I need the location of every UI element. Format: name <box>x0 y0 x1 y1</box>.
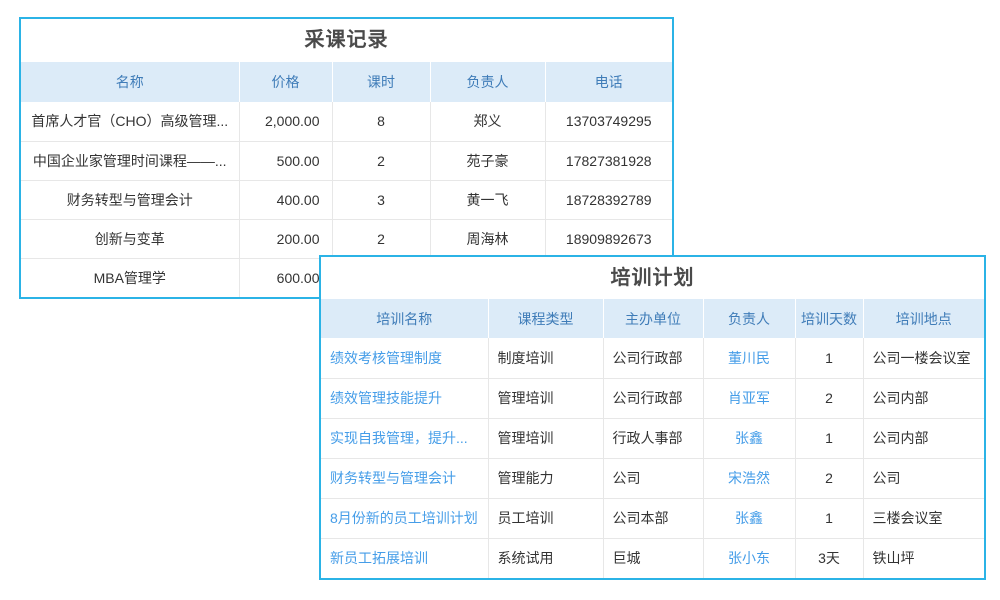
table-row: 实现自我管理，提升... 管理培训 行政人事部 张鑫 1 公司内部 <box>321 418 984 459</box>
training-header-row: 培训名称 课程类型 主办单位 负责人 培训天数 培训地点 <box>321 299 984 338</box>
header-price: 价格 <box>239 62 333 102</box>
table-cell: 肖亚军 <box>703 378 796 419</box>
owner-link[interactable]: 董川民 <box>728 349 770 366</box>
purchase-records-title: 采课记录 <box>304 29 389 51</box>
table-cell: 公司行政部 <box>603 378 704 419</box>
owner-link[interactable]: 张小东 <box>728 550 770 567</box>
table-cell: 8 <box>332 102 431 142</box>
table-cell: 200.00 <box>239 219 333 259</box>
training-name-link[interactable]: 新员工拓展培训 <box>330 550 428 567</box>
table-cell: 员工培训 <box>488 498 604 539</box>
table-cell: 创新与变革 <box>21 219 240 259</box>
table-cell: 8月份新的员工培训计划 <box>321 498 489 539</box>
table-cell: 管理能力 <box>488 458 604 499</box>
table-cell: 2 <box>795 458 864 499</box>
header-course-type: 课程类型 <box>488 299 604 338</box>
table-cell: 3天 <box>795 538 864 578</box>
training-name-link[interactable]: 8月份新的员工培训计划 <box>330 510 478 526</box>
table-cell: 2 <box>332 219 431 259</box>
table-cell: 3 <box>332 180 431 220</box>
header-owner: 负责人 <box>703 299 796 338</box>
table-row: 财务转型与管理会计 管理能力 公司 宋浩然 2 公司 <box>321 458 984 499</box>
table-cell: 管理培训 <box>488 418 604 459</box>
table-row: 新员工拓展培训 系统试用 巨城 张小东 3天 铁山坪 <box>321 538 984 578</box>
header-days: 培训天数 <box>795 299 864 338</box>
header-location: 培训地点 <box>895 310 952 327</box>
table-cell: 实现自我管理，提升... <box>321 418 489 459</box>
table-cell: 绩效考核管理制度 <box>321 338 489 379</box>
header-hours: 课时 <box>332 62 431 102</box>
table-cell: 郑义 <box>430 102 546 142</box>
table-cell: 500.00 <box>239 141 333 181</box>
table-cell: 周海林 <box>430 219 546 259</box>
table-cell: 2 <box>795 378 864 419</box>
table-cell: 公司一楼会议室 <box>863 338 984 379</box>
training-name-link[interactable]: 绩效管理技能提升 <box>330 390 442 406</box>
table-cell: 三楼会议室 <box>863 498 984 539</box>
table-cell: 400.00 <box>239 180 333 220</box>
table-cell: 公司本部 <box>603 498 704 539</box>
table-cell: 制度培训 <box>488 338 604 379</box>
table-cell: 公司 <box>863 458 984 499</box>
header-owner: 负责人 <box>430 62 546 102</box>
table-cell: 公司 <box>603 458 704 499</box>
table-cell: 宋浩然 <box>703 458 796 499</box>
table-cell: 系统试用 <box>488 538 604 578</box>
table-cell: 2,000.00 <box>239 102 333 142</box>
purchase-header-row: 名称 价格 课时 负责人 电话 <box>21 62 672 102</box>
table-cell: 2 <box>332 141 431 181</box>
owner-link[interactable]: 张鑫 <box>735 510 763 526</box>
training-plan-title: 培训计划 <box>610 267 695 289</box>
table-cell: 18728392789 <box>545 180 672 220</box>
purchase-records-table: 名称 价格 课时 负责人 电话 首席人才官（CHO）高级管理... 2,000.0… <box>21 62 672 297</box>
table-cell: 张鑫 <box>703 418 796 459</box>
table-cell: 管理培训 <box>488 378 604 419</box>
training-plan-table: 培训名称 课程类型 主办单位 负责人 培训天数 培训地点 绩效考核管理制度 制度培… <box>321 299 984 578</box>
table-cell: 中国企业家管理时间课程——... <box>21 141 240 181</box>
table-cell: 18909892673 <box>545 219 672 259</box>
table-cell: 董川民 <box>703 338 796 379</box>
table-cell: 首席人才官（CHO）高级管理... <box>21 102 240 142</box>
table-row: 8月份新的员工培训计划 员工培训 公司本部 张鑫 1 三楼会议室 <box>321 498 984 539</box>
header-training-name: 培训名称 <box>321 299 489 338</box>
table-cell: 巨城 <box>603 538 704 578</box>
table-cell: 600.00 <box>239 258 333 297</box>
table-cell: 新员工拓展培训 <box>321 538 489 578</box>
table-row: 绩效管理技能提升 管理培训 公司行政部 肖亚军 2 公司内部 <box>321 378 984 419</box>
training-name-link[interactable]: 财务转型与管理会计 <box>330 470 456 486</box>
table-cell: 公司内部 <box>863 418 984 459</box>
table-cell: 财务转型与管理会计 <box>21 180 240 220</box>
owner-link[interactable]: 宋浩然 <box>728 470 770 486</box>
table-cell: 铁山坪 <box>872 550 915 567</box>
table-cell: MBA管理学 <box>21 258 240 297</box>
table-cell: 公司行政部 <box>603 338 704 379</box>
table-cell: 苑子豪 <box>430 141 546 181</box>
table-cell: 黄一飞 <box>430 180 546 220</box>
table-cell: 17827381928 <box>545 141 672 181</box>
training-plan-card: 培训计划 培训名称 课程类型 主办单位 负责人 培训天数 培训地点 绩效考核管理… <box>319 255 986 580</box>
header-phone: 电话 <box>594 74 623 90</box>
training-name-link[interactable]: 绩效考核管理制度 <box>330 349 442 366</box>
table-cell: 行政人事部 <box>603 418 704 459</box>
table-cell: 公司内部 <box>863 378 984 419</box>
table-cell: 1 <box>795 418 864 459</box>
table-row: 绩效考核管理制度 制度培训 公司行政部 董川民 1 公司一楼会议室 <box>321 338 984 379</box>
header-name: 名称 <box>21 62 240 102</box>
table-row: 首席人才官（CHO）高级管理... 2,000.00 8 郑义 13703749295 <box>21 102 672 142</box>
table-cell: 张鑫 <box>703 498 796 539</box>
table-cell: 绩效管理技能提升 <box>321 378 489 419</box>
table-row: 创新与变革 200.00 2 周海林 18909892673 <box>21 219 672 259</box>
table-row: 财务转型与管理会计 400.00 3 黄一飞 18728392789 <box>21 180 672 220</box>
table-cell: 13703749295 <box>545 102 672 142</box>
table-cell: 财务转型与管理会计 <box>321 458 489 499</box>
training-name-link[interactable]: 实现自我管理，提升... <box>330 430 468 446</box>
table-cell: 1 <box>795 498 864 539</box>
owner-link[interactable]: 张鑫 <box>735 430 763 446</box>
table-cell: 张小东 <box>703 538 796 578</box>
table-cell: 1 <box>795 338 864 379</box>
table-row: 中国企业家管理时间课程——... 500.00 2 苑子豪 17827381928 <box>21 141 672 181</box>
purchase-records-card: 采课记录 名称 价格 课时 负责人 电话 首席人才官（CHO）高级管理... 2,… <box>19 17 674 299</box>
header-organizer: 主办单位 <box>603 299 704 338</box>
owner-link[interactable]: 肖亚军 <box>728 390 770 406</box>
